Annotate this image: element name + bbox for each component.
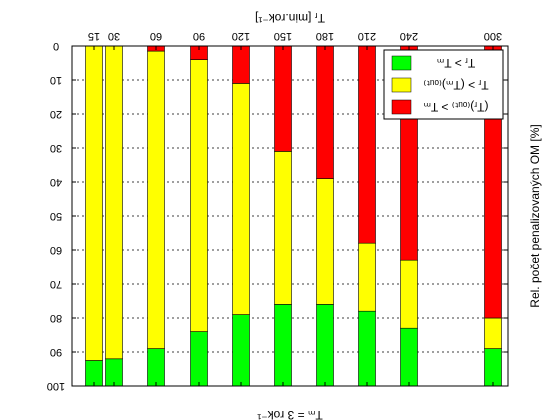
top-axis-label: Tᵣ [min.rok⁻¹] [255, 11, 325, 25]
y-tick-label: 60 [50, 244, 62, 256]
x-tick-label: 30 [108, 30, 120, 42]
bar-segment-red-210 [358, 45, 376, 244]
bar-segment-yellow-210 [358, 242, 376, 312]
bar-segment-green-180 [316, 304, 334, 387]
bottom-axis-label: Tₘ = 3 rok⁻¹ [257, 408, 323, 420]
legend-swatch-green [391, 55, 412, 71]
bar-segment-red-120 [232, 45, 250, 84]
y-tick-label: 10 [50, 74, 62, 86]
legend-label-green: Tᵣ > Tₘ [437, 56, 475, 70]
bar-segment-yellow-240 [400, 259, 418, 329]
legend-label-red: (Tᵣ)₍ₒᵤₜ₎ > Tₘ [423, 100, 488, 114]
bar-segment-green-150 [274, 304, 292, 387]
y-tick-label: 100 [47, 380, 65, 392]
legend-swatch-red [391, 99, 412, 115]
bar-segment-yellow-300 [484, 317, 502, 349]
legend: Tᵣ > Tₘ Tᵣ > (Tₘ)₍ₒᵤₜ₎ (Tᵣ)₍ₒᵤₜ₎ > Tₘ [383, 49, 504, 120]
y-tick-label: 40 [50, 176, 62, 188]
y-tick-label: 70 [50, 278, 62, 290]
bar-segment-yellow-120 [232, 83, 250, 315]
y-tick-label: 80 [50, 312, 62, 324]
bar-segment-green-300 [484, 348, 502, 387]
y-axis-label: Rel. počet penalizovaných OM [%] [528, 124, 542, 307]
x-tick-label: 150 [274, 30, 292, 42]
bar-segment-green-120 [232, 314, 250, 387]
x-tick-label: 120 [232, 30, 250, 42]
bar-segment-green-90 [190, 331, 208, 387]
y-tick-label: 30 [50, 142, 62, 154]
bar-segment-red-150 [274, 45, 292, 152]
y-tick-label: 0 [53, 40, 59, 52]
x-ticks: 15 30 60 90 120 150 180 210 240 300 [88, 30, 502, 386]
bar-segment-yellow-90 [190, 59, 208, 332]
y-ticks: 0 10 20 30 40 50 60 70 80 90 100 [47, 40, 508, 392]
x-tick-label: 60 [150, 30, 162, 42]
bar-segment-yellow-30 [105, 45, 123, 360]
y-tick-label: 50 [50, 210, 62, 222]
bar-segment-yellow-180 [316, 178, 334, 305]
x-tick-label: 240 [400, 30, 418, 42]
y-tick-label: 20 [50, 108, 62, 120]
bar-segment-yellow-60 [147, 50, 165, 349]
y-tick-label: 90 [50, 346, 62, 358]
x-tick-label: 180 [316, 30, 334, 42]
bar-segment-yellow-15 [85, 45, 103, 361]
legend-swatch-yellow [391, 77, 412, 93]
bar-segment-yellow-150 [274, 151, 292, 305]
bar-segment-red-180 [316, 45, 334, 179]
x-tick-label: 90 [193, 30, 205, 42]
legend-label-yellow: Tᵣ > (Tₘ)₍ₒᵤₜ₎ [423, 78, 488, 92]
bar-segment-green-210 [358, 310, 376, 387]
bar-segment-green-60 [147, 348, 165, 387]
bar-segment-green-240 [400, 327, 418, 387]
x-tick-label: 15 [88, 30, 100, 42]
x-tick-label: 210 [358, 30, 376, 42]
x-tick-label: 300 [484, 30, 502, 42]
bar-segment-green-30 [105, 358, 123, 387]
